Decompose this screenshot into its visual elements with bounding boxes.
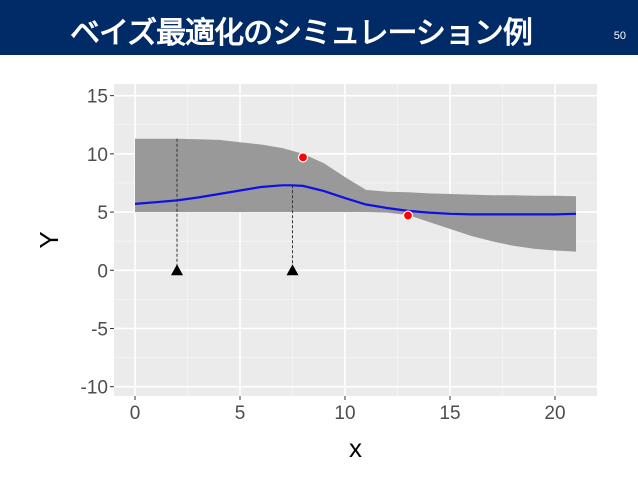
page-number: 50 [613,30,626,42]
observed-point [402,210,414,221]
sample-triangle [286,264,299,276]
y-tick-label: 15 [87,87,108,108]
sample-triangle [171,264,183,276]
y-tick-label: 10 [87,145,108,166]
y-tick-label: -5 [91,319,108,340]
observed-point [297,152,309,163]
y-axis-title: Y [34,231,64,248]
x-tick-label: 20 [544,403,565,424]
x-axis-title: x [349,433,362,463]
y-tick-label: -10 [81,378,108,399]
mean-line [134,184,577,216]
x-tick-label: 5 [235,403,246,424]
slide-header [0,0,638,55]
y-tick-label: 5 [97,203,108,224]
x-tick-label: 10 [334,403,355,424]
confidence-band [135,138,576,252]
x-tick-label: 0 [130,403,141,424]
y-tick-label: 0 [97,261,108,282]
x-tick-label: 15 [439,403,460,424]
slide-title: ベイズ最適化のシミュレーション例 [70,16,533,51]
